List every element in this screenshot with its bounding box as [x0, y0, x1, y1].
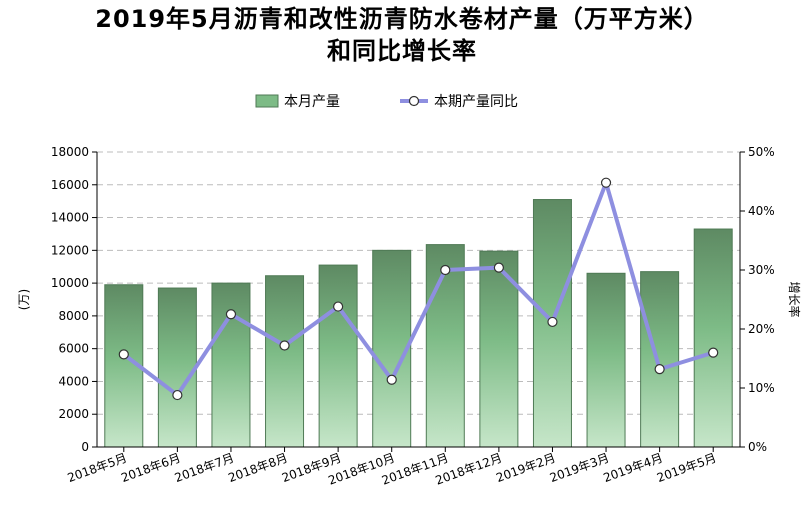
line-point: [225, 309, 237, 320]
y-tick-label: 2000: [58, 407, 89, 421]
bar-series: [104, 199, 733, 448]
legend-bar-label: 本月产量: [284, 94, 340, 110]
bar: [265, 275, 305, 448]
bar: [693, 228, 733, 448]
line-point: [172, 389, 183, 401]
line-point: [118, 349, 129, 360]
y2-tick-label: 30%: [748, 263, 775, 277]
bar: [211, 282, 251, 448]
y-axis-title: (万): [17, 289, 31, 310]
y-tick-label: 16000: [51, 178, 89, 192]
y-tick-label: 4000: [58, 374, 89, 388]
y-tick-label: 0: [81, 440, 89, 454]
x-tick-label: 2018年6月: [119, 451, 182, 485]
y2-axis-title: 增长率: [787, 281, 802, 317]
y-tick-label: 10000: [51, 276, 89, 290]
bar: [425, 244, 465, 448]
y2-tick-label: 10%: [748, 381, 775, 395]
bar: [640, 271, 680, 448]
chart-subtitle: 和同比增长率: [327, 37, 477, 65]
y-tick-label: 12000: [51, 243, 89, 257]
yoy-line: [122, 180, 714, 398]
line-point: [333, 301, 344, 312]
line-point: [279, 340, 290, 351]
line-point: [654, 364, 665, 375]
y2-tick-label: 40%: [748, 204, 775, 218]
legend-bar-swatch: [255, 94, 279, 108]
legend: 本月产量 本期产量同比: [255, 94, 518, 110]
line-point: [708, 347, 719, 358]
y-tick-label: 8000: [58, 309, 89, 323]
y-tick-label: 14000: [51, 211, 89, 225]
line-point: [493, 262, 504, 273]
x-tick-label: 2018年8月: [226, 451, 289, 485]
grid-lines: [97, 151, 740, 415]
legend-line-label: 本期产量同比: [434, 94, 518, 110]
line-point: [440, 264, 451, 276]
y-tick-label: 18000: [51, 145, 89, 159]
line-point: [600, 177, 612, 188]
x-tick-label: 2018年7月: [173, 451, 236, 485]
y2-tick-label: 20%: [748, 322, 775, 336]
x-tick-label: 2019年5月: [655, 451, 718, 485]
bar: [479, 250, 519, 448]
axes: [92, 151, 745, 452]
bar: [318, 264, 358, 448]
x-tick-label: 2018年5月: [66, 451, 129, 485]
x-tick-label: 2019年3月: [548, 451, 611, 485]
y-tick-label: 6000: [58, 342, 89, 356]
chart-title: 2019年5月沥青和改性沥青防水卷材产量（万平方米）: [95, 5, 709, 33]
line-point: [547, 316, 558, 328]
x-tick-label: 2019年2月: [494, 451, 557, 485]
y2-tick-label: 50%: [748, 145, 775, 159]
legend-line-marker: [408, 95, 420, 107]
line-series: [118, 177, 719, 401]
y2-tick-label: 0%: [748, 440, 767, 454]
line-point: [386, 374, 397, 385]
bar: [586, 272, 626, 448]
x-tick-label: 2019年4月: [601, 451, 664, 485]
bar: [157, 287, 197, 448]
